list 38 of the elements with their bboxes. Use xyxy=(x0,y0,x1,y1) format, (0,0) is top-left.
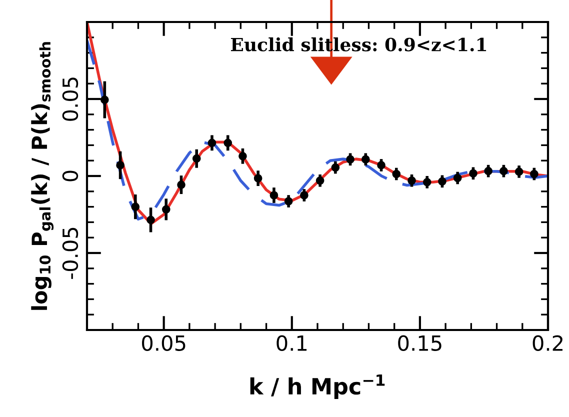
point xyxy=(192,154,201,163)
point xyxy=(331,163,340,172)
point xyxy=(208,138,216,148)
point xyxy=(254,174,262,182)
point xyxy=(146,216,155,224)
point xyxy=(100,96,109,104)
point xyxy=(484,166,492,176)
point xyxy=(238,152,247,160)
point xyxy=(316,176,324,185)
x-tick-label: 0.15 xyxy=(398,335,442,351)
point xyxy=(361,155,370,164)
point xyxy=(500,166,508,176)
point xyxy=(116,161,124,170)
x-axis-title: k / h Mpc$^{−1}$ xyxy=(250,374,385,399)
point xyxy=(162,205,170,214)
point xyxy=(177,180,186,189)
y-tick-label: -0.05 xyxy=(62,228,78,279)
point xyxy=(224,138,232,148)
point xyxy=(300,191,308,200)
point xyxy=(392,170,401,178)
y-tick-label: 0 xyxy=(62,170,78,182)
x-tick-label: 0.2 xyxy=(532,335,562,351)
point xyxy=(408,176,416,185)
point xyxy=(131,202,140,211)
point xyxy=(422,178,432,186)
point xyxy=(346,155,354,164)
point xyxy=(377,161,386,170)
point xyxy=(469,169,478,178)
point xyxy=(453,174,462,182)
y-tick-label: 0.05 xyxy=(62,78,78,121)
point xyxy=(438,177,446,186)
x-tick-label: 0.1 xyxy=(276,335,307,351)
point xyxy=(284,197,293,206)
x-tick-label: 0.05 xyxy=(142,335,186,351)
point xyxy=(270,191,278,200)
point xyxy=(514,168,524,176)
point xyxy=(530,170,538,178)
y-axis-title: log$_{10}$ P$_{gal}$(k) / P(k)$_{smooth}$ xyxy=(31,42,54,310)
